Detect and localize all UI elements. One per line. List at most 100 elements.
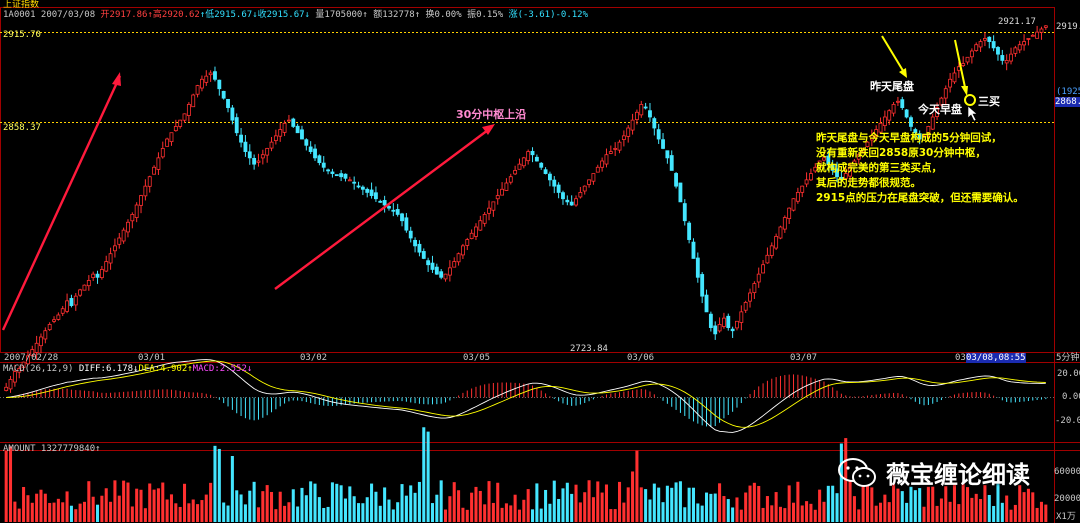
volume-value: 量1705000↑: [315, 10, 368, 20]
macd-tick: 0.00: [1062, 392, 1080, 402]
candle-body: [639, 104, 644, 116]
amount-bar: [156, 488, 160, 522]
amount-bar: [65, 491, 69, 522]
amount-bar: [500, 507, 504, 522]
candles: [4, 25, 1048, 393]
candle-body: [534, 156, 539, 162]
amount-bar: [139, 489, 143, 522]
amount-bar: [531, 509, 535, 522]
amount-bar: [274, 509, 278, 522]
amount-bar: [335, 483, 339, 522]
amount-bar: [109, 501, 113, 522]
mouse-cursor-icon: [967, 105, 978, 122]
candle-body: [374, 192, 378, 200]
candle-body: [974, 44, 979, 51]
amount-bar: [409, 485, 413, 522]
candle-body: [400, 213, 404, 222]
candle-body: [1035, 31, 1040, 39]
amount-bar: [243, 504, 247, 522]
candle-body: [1030, 34, 1035, 37]
candle-body: [669, 155, 674, 171]
amount-bar: [309, 481, 313, 522]
candle-body: [360, 186, 365, 190]
candle-body: [604, 154, 609, 165]
amount-bar: [726, 499, 730, 522]
close-value: 收2915.67↓: [257, 10, 310, 20]
candle-body: [830, 164, 835, 171]
candle-body: [626, 127, 631, 137]
amount-bar: [1031, 492, 1035, 522]
amount-bar: [117, 495, 121, 522]
amount-bar: [496, 482, 500, 522]
candle-body: [313, 148, 317, 159]
amount-bar: [835, 493, 839, 522]
amount-bar: [526, 489, 530, 522]
amount-bar: [635, 450, 639, 522]
candle-body: [39, 336, 43, 347]
candle-body: [791, 198, 796, 211]
amount-bar: [200, 500, 204, 522]
candle-body: [413, 239, 417, 247]
trend-arrow-2: [274, 126, 493, 290]
candle-body: [17, 368, 22, 373]
candle-body: [848, 166, 852, 177]
candle-body: [526, 151, 531, 162]
x-axis-label: 03/01: [138, 353, 166, 363]
candle-body: [421, 251, 426, 259]
candle-body: [913, 129, 918, 134]
amount-bar: [1013, 504, 1017, 522]
amount-bar: [452, 482, 456, 522]
amount-bar: [839, 443, 843, 522]
amount-bar: [644, 489, 648, 522]
candle-body: [939, 97, 944, 106]
candle-body: [147, 176, 152, 187]
x-axis-label: 03/02: [300, 353, 328, 363]
candle-body: [595, 166, 600, 173]
amount-bar: [256, 507, 260, 522]
candle-body: [530, 150, 535, 156]
amount-bar: [952, 482, 956, 522]
candle-body: [156, 157, 161, 170]
amount-bar: [944, 486, 948, 522]
amount-bar: [52, 502, 56, 522]
candle-body: [574, 198, 578, 206]
amount-bar: [996, 483, 1000, 522]
candle-body: [430, 262, 435, 270]
candle-body: [1017, 44, 1022, 51]
candle-body: [761, 264, 765, 274]
amount-bar: [43, 493, 47, 522]
candle-body: [252, 157, 257, 165]
amount-bar: [935, 505, 939, 522]
candle-body: [447, 267, 452, 276]
candle-body: [687, 222, 692, 240]
candle-body: [809, 173, 813, 181]
candle-body: [234, 117, 239, 134]
amount-bar: [639, 487, 643, 522]
candle-body: [160, 148, 165, 158]
turnover-value: 换0.00%: [425, 10, 462, 20]
amount-bar: [705, 492, 709, 522]
amount-bar: [583, 492, 587, 522]
candle-body: [465, 239, 470, 246]
candle-body: [221, 90, 226, 99]
amount-bar: [552, 480, 556, 522]
amount-bar: [966, 487, 970, 522]
candle-body: [304, 139, 309, 146]
candle-body: [195, 85, 200, 95]
amount-bar: [439, 480, 443, 522]
note-line: 其后的走势都很规范。: [816, 177, 921, 189]
candle-body: [922, 135, 926, 138]
amount-bar: [413, 492, 417, 522]
candle-body: [478, 220, 483, 231]
amount-bar: [783, 508, 787, 522]
amount-bar: [348, 486, 352, 522]
candle-body: [582, 185, 587, 192]
candle-body: [896, 100, 900, 103]
amount-bar: [1009, 509, 1013, 522]
amount-bar: [13, 501, 17, 522]
level-2915-label: 2915.70: [3, 30, 41, 40]
candle-body: [469, 232, 474, 239]
candle-body: [347, 179, 352, 182]
change-value: 涨(-3.61)-0.12%: [508, 10, 589, 20]
